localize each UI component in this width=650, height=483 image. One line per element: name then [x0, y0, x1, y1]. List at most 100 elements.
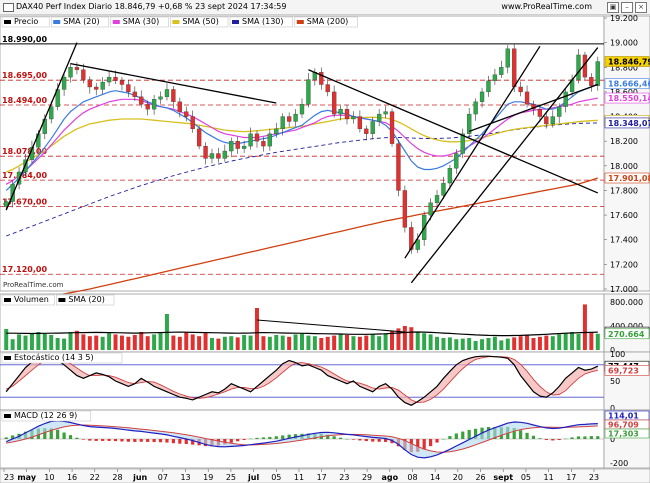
candle-body	[364, 128, 369, 134]
candle-body	[351, 116, 356, 120]
stoch-badge: 69,723	[608, 366, 639, 375]
volume-bar	[505, 338, 510, 350]
candle-body	[389, 111, 395, 144]
volume-bar	[396, 328, 401, 350]
undock-icon[interactable]: ▣	[607, 2, 619, 13]
price-legend-swatch	[112, 20, 120, 24]
macd-histogram-bar	[133, 439, 137, 442]
level-label: 17.670,00	[2, 197, 47, 206]
candle-body	[415, 239, 420, 250]
candle-body	[293, 113, 298, 122]
xaxis-label: 14	[430, 473, 440, 482]
macd-histogram-bar	[171, 439, 176, 444]
candle-body	[261, 141, 266, 147]
volume-bar	[306, 335, 311, 350]
candle-body	[383, 111, 388, 115]
minimize-icon[interactable]: –	[621, 2, 633, 13]
volume-bar	[287, 336, 292, 350]
price-tick-label: 17.200	[610, 260, 638, 269]
candle-body	[49, 106, 54, 120]
macd-histogram-bar	[120, 439, 124, 442]
candle-body	[492, 74, 498, 81]
volume-bar	[209, 338, 214, 350]
price-badge-bg	[604, 172, 650, 184]
candle-body	[595, 61, 600, 86]
trendline-down-jun	[70, 62, 277, 104]
candle-body	[557, 106, 562, 117]
volume-bar	[242, 335, 247, 350]
volume-bar	[23, 335, 28, 350]
macd-histogram-bar	[467, 429, 471, 439]
macd-histogram-bar	[68, 435, 73, 439]
candle-body	[158, 96, 163, 100]
macd-histogram-bar	[268, 436, 272, 439]
volume-bar	[222, 336, 227, 350]
volume-bar	[441, 338, 446, 350]
price-legend-box	[170, 16, 229, 28]
macd-histogram-bar	[146, 439, 150, 442]
price-tick-label: 18.600	[610, 88, 638, 97]
volume-bar	[126, 336, 131, 350]
xaxis-label: 29	[362, 473, 372, 482]
macd-histogram-bar	[512, 427, 516, 439]
close-icon[interactable]: ×	[635, 2, 647, 13]
xaxis-label: 22	[90, 473, 100, 482]
macd-histogram-bar	[576, 436, 581, 439]
volume-bar	[74, 330, 79, 350]
xaxis-bg	[0, 468, 650, 483]
xaxis-label: 07	[158, 473, 168, 482]
macd-histogram-bar	[248, 438, 253, 440]
candle-body	[274, 128, 279, 134]
volume-bar	[190, 334, 195, 350]
xaxis-label: 16	[67, 473, 77, 482]
xaxis-label: 25	[226, 473, 236, 482]
macd-fill	[6, 420, 598, 458]
volume-bar	[312, 336, 317, 350]
volume-bar	[480, 339, 485, 350]
xaxis-label: 11	[294, 473, 304, 482]
candle-body	[87, 79, 92, 88]
volume-bar	[158, 333, 163, 350]
volume-bar	[55, 338, 60, 350]
candle-body	[216, 153, 221, 159]
volume-bar	[300, 333, 304, 350]
candle-body	[357, 116, 363, 130]
volume-bar	[415, 332, 420, 350]
macd-histogram-bar	[274, 436, 278, 439]
macd-histogram-bar	[454, 433, 458, 439]
stoch-legend-label: Estocástico (14 3 5)	[14, 353, 94, 362]
volume-bar	[171, 335, 176, 350]
candle-body	[454, 153, 459, 169]
volume-sma-line	[6, 331, 598, 337]
candle-body	[499, 67, 504, 75]
xaxis-label: jun	[132, 473, 147, 482]
macd-histogram-bar	[101, 439, 105, 441]
candle-body	[447, 168, 453, 184]
candle-body	[319, 72, 324, 85]
macd-histogram-bar	[589, 436, 593, 439]
volume-bar	[216, 338, 221, 350]
macd-histogram-bar	[281, 435, 285, 439]
candle-body	[370, 121, 375, 134]
price-legend-label: SMA (130)	[242, 17, 284, 26]
price-tick-label: 18.200	[610, 137, 638, 146]
macd-histogram-bar	[88, 439, 92, 441]
volume-bar	[582, 304, 587, 350]
macd-histogram-bar	[461, 431, 465, 439]
volume-bar	[435, 336, 440, 350]
candle-body	[338, 109, 343, 115]
macd-badge: 96,709	[608, 421, 639, 430]
macd-histogram-bar	[441, 439, 446, 440]
macd-histogram-bar	[448, 436, 452, 439]
volume-bar	[370, 334, 375, 350]
price-tick-label: 17.800	[610, 186, 638, 195]
xaxis-label: 20	[453, 473, 463, 482]
candle-body	[344, 109, 350, 120]
level-label: 18.990,00	[2, 35, 47, 44]
candle-body	[563, 91, 568, 107]
macd-histogram-bar	[4, 437, 8, 439]
candle-body	[299, 104, 305, 115]
price-legend-box	[229, 16, 294, 28]
volume-bar	[531, 338, 536, 350]
price-badge: 17.901,08	[608, 174, 650, 183]
